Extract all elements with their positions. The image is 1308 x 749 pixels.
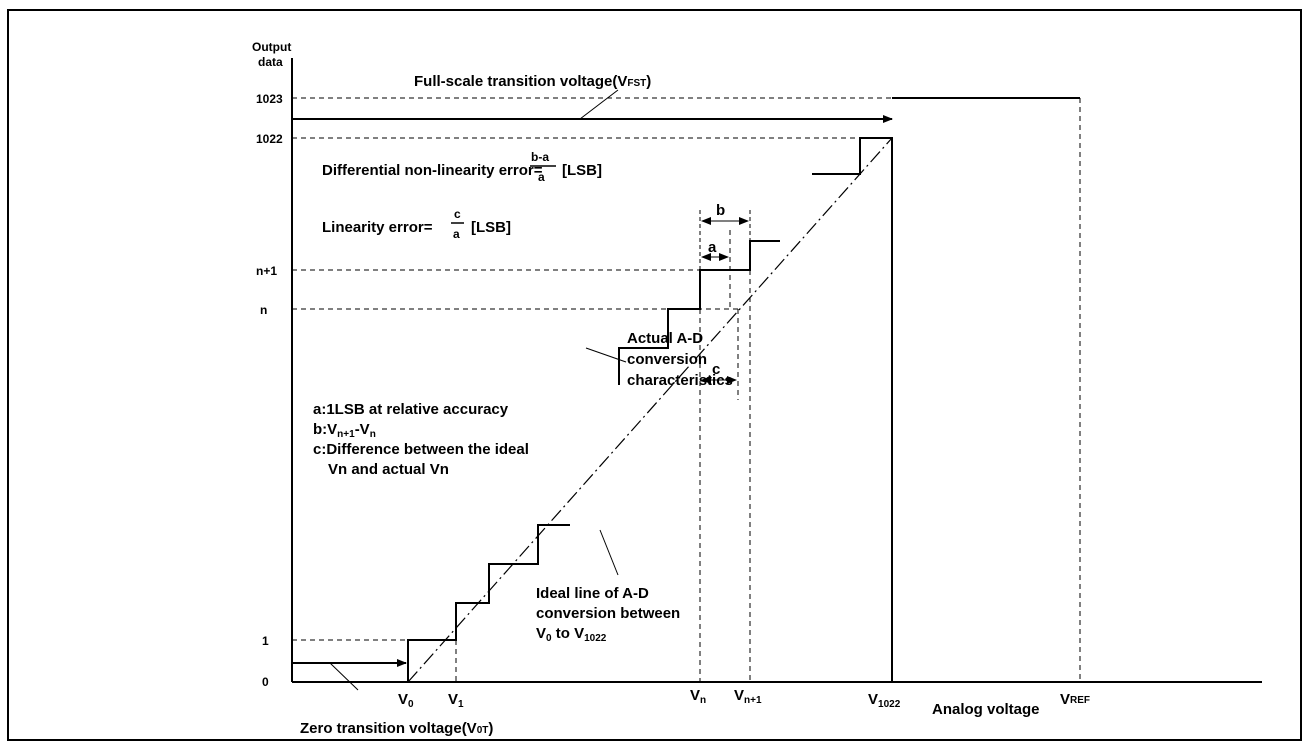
x-tick-v1: V1 [448, 691, 464, 710]
x-tick-vn: Vn [690, 687, 706, 706]
y-tick-0: 0 [262, 675, 269, 689]
legend-b: b:Vn+1-Vn [313, 421, 376, 440]
x-tick-v0: V0 [398, 691, 414, 710]
dim-c-label: c [712, 361, 720, 378]
legend-c-line1: c:Difference between the ideal [313, 441, 529, 458]
x-tick-vn1: Vn+1 [734, 687, 762, 706]
ideal-label-line3: V0 to V1022 [536, 625, 607, 644]
y-tick-n-plus-1: n+1 [256, 264, 277, 278]
dim-b-label: b [716, 202, 725, 219]
dim-a-label: a [708, 239, 717, 256]
full-scale-label: Full-scale transition voltage(VFST) [414, 73, 651, 90]
actual-label-line3: characteristics [627, 372, 733, 389]
y-tick-1: 1 [262, 634, 269, 648]
svg-text:a: a [538, 170, 545, 184]
zero-transition-leader [329, 662, 359, 691]
ideal-leader [599, 529, 619, 576]
horizontal-guides [292, 97, 1080, 641]
ideal-label-line2: conversion between [536, 605, 680, 622]
y-axis-title-line2: data [258, 55, 283, 69]
y-tick-1022: 1022 [256, 132, 283, 146]
svg-text:Differential non-linearity err: Differential non-linearity error= [322, 162, 543, 179]
legend-c-line2: Vn and actual Vn [328, 461, 449, 478]
legend-a: a:1LSB at relative accuracy [313, 401, 509, 418]
svg-text:[LSB]: [LSB] [471, 219, 511, 236]
svg-text:Linearity error=: Linearity error= [322, 219, 433, 236]
full-scale-leader [579, 89, 619, 120]
linearity-formula: Linearity error= c a [LSB] [322, 207, 511, 241]
x-axis-title: Analog voltage [932, 701, 1040, 718]
zero-transition-label: Zero transition voltage(V0T) [300, 720, 493, 737]
y-axis-title-line1: Output [252, 40, 291, 54]
svg-text:a: a [453, 227, 460, 241]
actual-label-line1: Actual A-D [627, 330, 703, 347]
svg-text:c: c [454, 207, 461, 221]
ideal-label-line1: Ideal line of A-D [536, 585, 649, 602]
y-tick-n: n [260, 303, 267, 317]
actual-label-line2: conversion [627, 351, 707, 368]
x-tick-v1022: V1022 [868, 691, 901, 710]
svg-text:b-a: b-a [531, 150, 549, 164]
y-tick-1023: 1023 [256, 92, 283, 106]
x-tick-vref: VREF [1060, 691, 1090, 708]
dnl-formula: Differential non-linearity error= b-a a … [322, 150, 602, 184]
actual-leader [585, 347, 627, 363]
diagram-frame [7, 9, 1302, 741]
staircase-actual [407, 97, 1080, 682]
svg-text:[LSB]: [LSB] [562, 162, 602, 179]
